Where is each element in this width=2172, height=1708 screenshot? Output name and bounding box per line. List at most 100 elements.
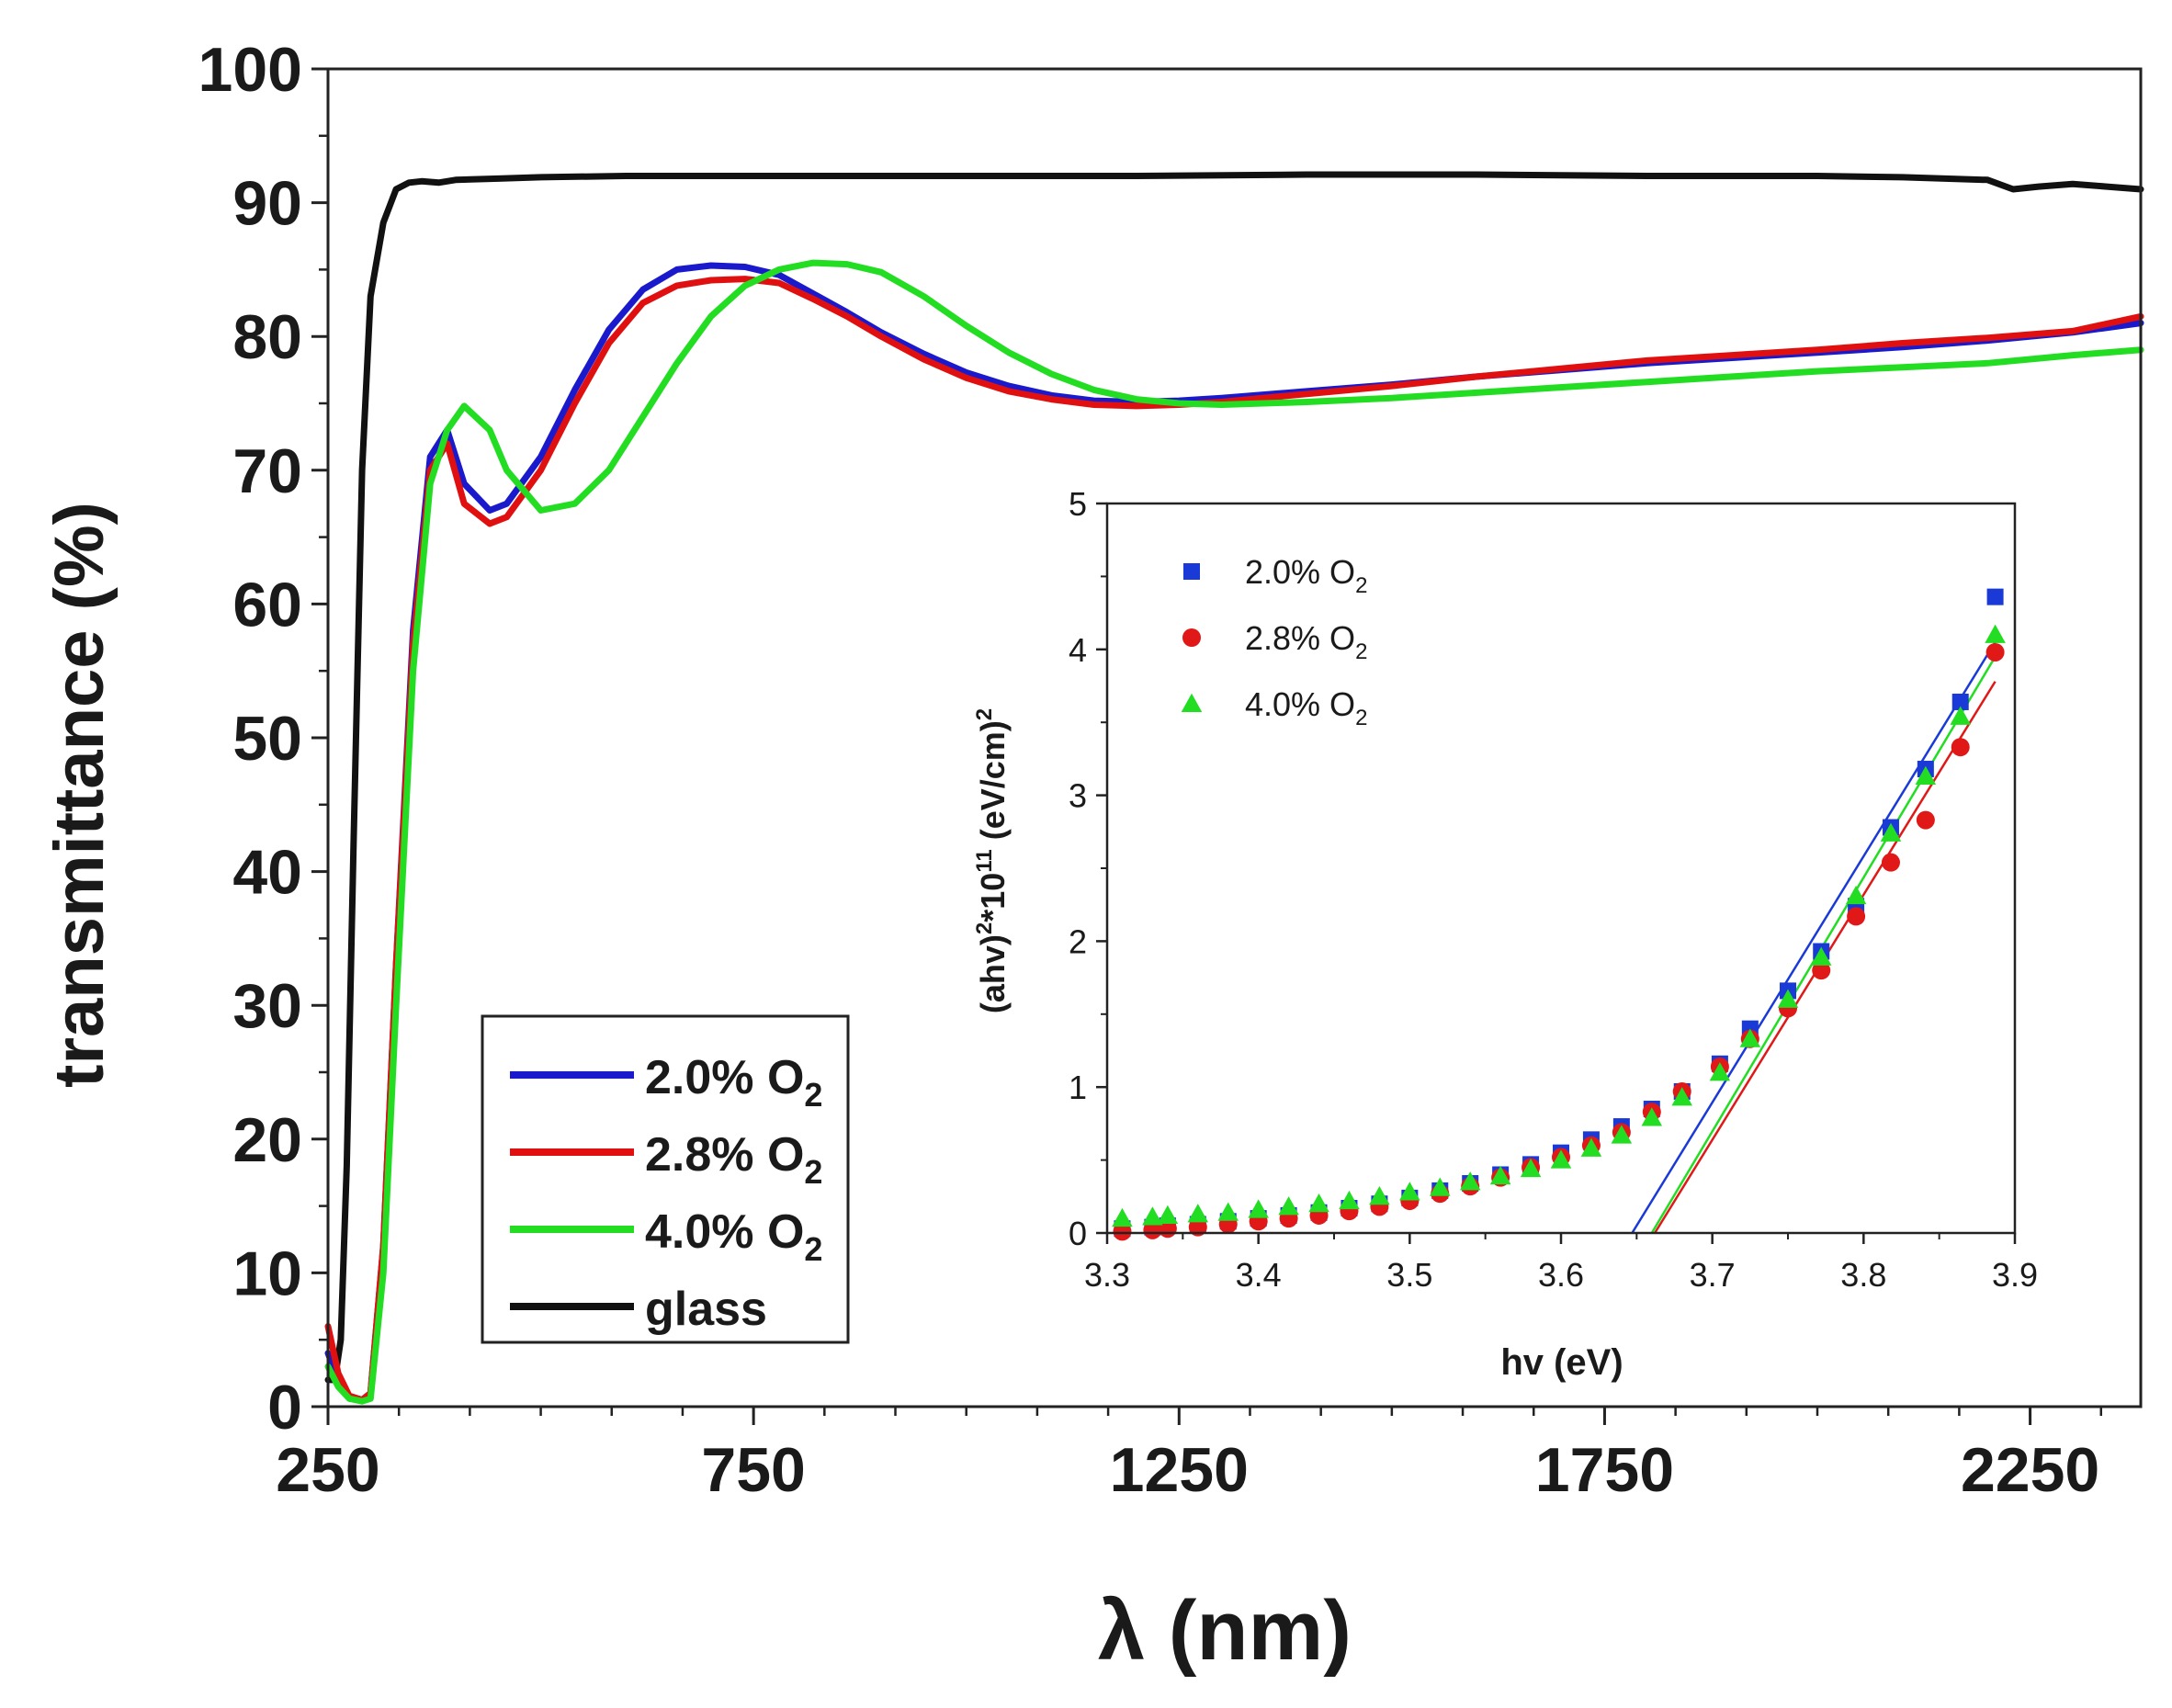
main-y-tick-label: 70 bbox=[232, 436, 302, 506]
main-legend-label: 2.0% O2 bbox=[645, 1051, 822, 1114]
inset-chart: 0 1 2 3 4 5 3.3 3.4 3.5 3.6 3.7 3.8 3.9 hv (eV) (ah… bbox=[965, 478, 2090, 1397]
inset-point bbox=[1580, 1137, 1602, 1157]
main-legend-label: 2.8% O2 bbox=[645, 1128, 822, 1191]
inset-point bbox=[1671, 1087, 1692, 1106]
inset-legend-label-main: 2.0% O bbox=[1245, 553, 1355, 591]
inset-legend-label-sub: 2 bbox=[1355, 639, 1367, 664]
main-legend-label-sub: 2 bbox=[804, 1230, 822, 1268]
inset-y-tick-label: 5 bbox=[1069, 485, 1087, 523]
main-x-axis: 250 750 1250 1750 2250 bbox=[276, 1407, 2103, 1505]
inset-point bbox=[1308, 1193, 1329, 1213]
inset-point bbox=[1430, 1177, 1451, 1196]
inset-y-label-mid: *10 bbox=[974, 873, 1012, 922]
inset-point bbox=[1459, 1171, 1481, 1191]
inset-legend-label-main: 2.8% O bbox=[1245, 619, 1355, 657]
inset-background bbox=[965, 478, 2090, 1397]
inset-y-tick-label: 2 bbox=[1069, 922, 1087, 960]
main-x-tick-label: 2250 bbox=[1961, 1435, 2099, 1505]
main-y-axis-label: transmittance (%) bbox=[40, 502, 119, 1088]
inset-point bbox=[1915, 765, 1937, 785]
inset-point bbox=[1777, 989, 1799, 1008]
inset-y-label-sup2: 11 bbox=[972, 849, 997, 872]
inset-legend-label-main: 4.0% O bbox=[1245, 685, 1355, 723]
main-x-tick-label: 750 bbox=[701, 1435, 805, 1505]
inset-y-label-sup1: 2 bbox=[972, 922, 997, 934]
inset-point bbox=[1709, 1062, 1731, 1081]
inset-x-tick-label: 3.3 bbox=[1084, 1256, 1130, 1294]
main-series-line-4 bbox=[324, 171, 2144, 1384]
inset-point bbox=[1183, 563, 1200, 580]
main-x-tick-label: 1250 bbox=[1110, 1435, 1249, 1505]
inset-y-label-end: (eV/cm) bbox=[974, 720, 1012, 849]
inset-y-label-main: (ahv) bbox=[974, 934, 1012, 1013]
inset-point bbox=[1278, 1196, 1299, 1216]
main-legend-label-main: glass bbox=[645, 1283, 767, 1336]
inset-point bbox=[1399, 1182, 1420, 1201]
inset-legend-label: 2.0% O2 bbox=[1245, 553, 1367, 598]
inset-y-label-sup3: 2 bbox=[972, 708, 997, 720]
main-legend-label-main: 2.8% O bbox=[645, 1128, 804, 1182]
inset-point bbox=[1369, 1186, 1390, 1205]
inset-legend-label: 2.8% O2 bbox=[1245, 619, 1367, 664]
inset-point bbox=[1641, 1107, 1663, 1126]
inset-point bbox=[1845, 885, 1867, 905]
main-y-tick-label: 10 bbox=[232, 1239, 302, 1308]
inset-x-axis: 3.3 3.4 3.5 3.6 3.7 3.8 3.9 bbox=[1084, 1233, 2038, 1294]
inset-point bbox=[1739, 1028, 1761, 1047]
inset-legend-label-sub: 2 bbox=[1355, 573, 1367, 598]
main-y-tick-label: 20 bbox=[232, 1105, 302, 1175]
main-x-tick-label: 250 bbox=[276, 1435, 379, 1505]
inset-y-tick-label: 3 bbox=[1069, 777, 1087, 815]
inset-point bbox=[1810, 946, 1832, 966]
inset-y-tick-label: 0 bbox=[1069, 1215, 1087, 1252]
inset-point bbox=[1188, 1217, 1207, 1237]
inset-legend-label: 4.0% O2 bbox=[1245, 685, 1367, 730]
main-y-tick-label: 30 bbox=[232, 971, 302, 1041]
inset-point bbox=[1112, 1207, 1133, 1227]
inset-point bbox=[1985, 624, 2006, 643]
inset-fit-line-1 bbox=[1631, 641, 1997, 1234]
main-legend-label-sub: 2 bbox=[804, 1076, 822, 1114]
inset-point bbox=[1611, 1125, 1633, 1144]
inset-point bbox=[1520, 1158, 1542, 1178]
inset-point bbox=[1951, 738, 1970, 757]
inset-point bbox=[1489, 1165, 1511, 1185]
inset-point bbox=[1181, 693, 1203, 712]
main-legend-box bbox=[481, 1014, 850, 1344]
main-x-tick-label: 1750 bbox=[1535, 1435, 1674, 1505]
main-y-tick-label: 100 bbox=[198, 35, 302, 105]
inset-point bbox=[1880, 822, 1902, 842]
inset-point bbox=[1916, 810, 1935, 830]
inset-point bbox=[1217, 1202, 1239, 1221]
inset-y-axis-label: (ahv)2*1011 (eV/cm)2 bbox=[972, 708, 1012, 1013]
inset-point bbox=[1182, 628, 1201, 647]
inset-y-axis: 0 1 2 3 4 5 bbox=[1069, 485, 1107, 1252]
main-y-tick-label: 60 bbox=[232, 570, 302, 639]
inset-point bbox=[1986, 588, 2004, 605]
inset-point bbox=[1248, 1199, 1269, 1218]
inset-point bbox=[1812, 961, 1831, 980]
inset-point bbox=[1157, 1205, 1179, 1224]
main-y-tick-label: 40 bbox=[232, 838, 302, 908]
main-legend-label-sub: 2 bbox=[804, 1153, 822, 1191]
main-legend-label: glass bbox=[645, 1283, 767, 1336]
main-y-tick-label: 0 bbox=[267, 1373, 302, 1442]
inset-x-tick-label: 3.6 bbox=[1538, 1256, 1584, 1294]
main-x-axis-label: λ (nm) bbox=[1098, 1584, 1352, 1678]
inset-x-axis-label: hv (eV) bbox=[1500, 1342, 1623, 1383]
main-legend-label-main: 2.0% O bbox=[645, 1051, 804, 1104]
inset-x-tick-label: 3.8 bbox=[1840, 1256, 1886, 1294]
main-series-line-3 bbox=[324, 259, 2144, 1405]
inset-point bbox=[1550, 1149, 1572, 1169]
inset-legend: 2.0% O22.8% O24.0% O2 bbox=[1181, 553, 1367, 730]
inset-point bbox=[1950, 706, 1971, 725]
inset-point bbox=[1985, 642, 2005, 662]
inset-legend-label-sub: 2 bbox=[1355, 706, 1367, 730]
inset-x-tick-label: 3.5 bbox=[1386, 1256, 1432, 1294]
inset-y-tick-label: 4 bbox=[1069, 631, 1087, 669]
inset-x-tick-label: 3.9 bbox=[1992, 1256, 2038, 1294]
inset-y-tick-label: 1 bbox=[1069, 1069, 1087, 1106]
inset-point bbox=[1881, 853, 1900, 872]
